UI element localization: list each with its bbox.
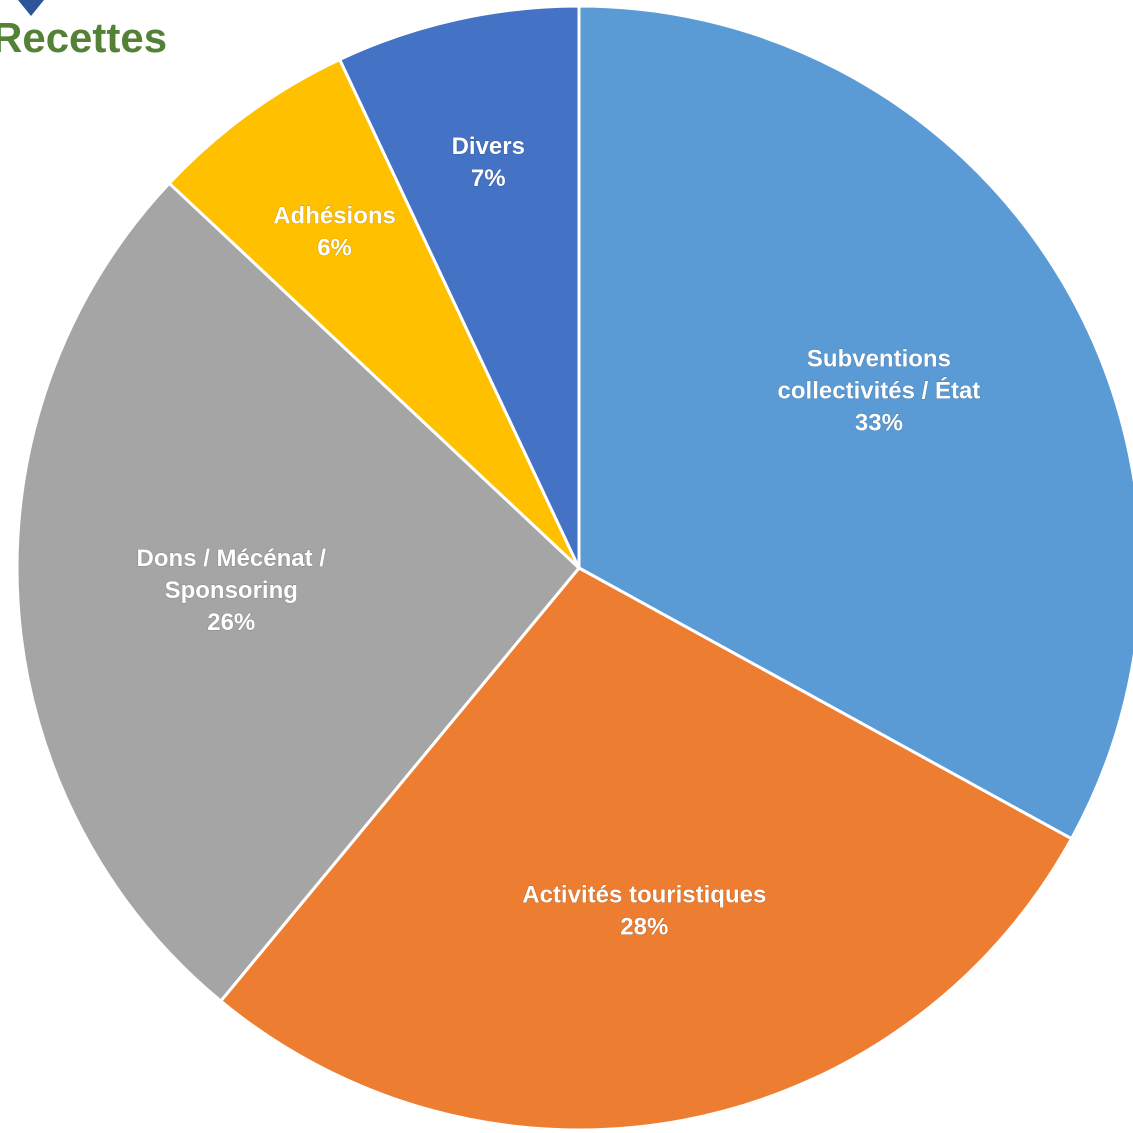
slice-percent-label: 26% <box>207 609 255 636</box>
slice-category-label: Subventions <box>807 346 951 373</box>
slice-category-label: Divers <box>452 133 525 160</box>
pie-slice-2 <box>219 566 1073 1132</box>
slice-label-5: Divers 7% <box>452 133 525 192</box>
logo-icon <box>18 0 44 16</box>
slice-category-label: Adhésions <box>273 203 396 230</box>
slice-category-label: Activités touristiques <box>522 881 766 908</box>
slice-percent-label: 6% <box>317 235 352 262</box>
slice-label-3: Dons / Mécénat / Sponsoring 26% <box>137 545 327 636</box>
pie-slice-3 <box>15 181 581 1003</box>
pie-slice-5 <box>338 4 581 570</box>
slice-percent-label: 33% <box>855 410 903 437</box>
pie-slice-1 <box>577 4 1133 841</box>
slice-category-label: Sponsoring <box>165 577 298 604</box>
slice-percent-label: 7% <box>471 165 506 192</box>
chart-title: Recettes <box>0 14 168 61</box>
slice-label-4: Adhésions 6% <box>273 203 396 262</box>
slice-category-label: Dons / Mécénat / <box>137 545 327 572</box>
logo-shape <box>18 0 44 16</box>
slice-label-2: Activités touristiques 28% <box>522 881 766 940</box>
slice-percent-label: 28% <box>620 913 668 940</box>
slice-category-label: collectivités / État <box>778 377 981 405</box>
slice-label-1: Subventions collectivités / État 33% <box>778 346 981 437</box>
pie-slice-4 <box>167 57 581 570</box>
